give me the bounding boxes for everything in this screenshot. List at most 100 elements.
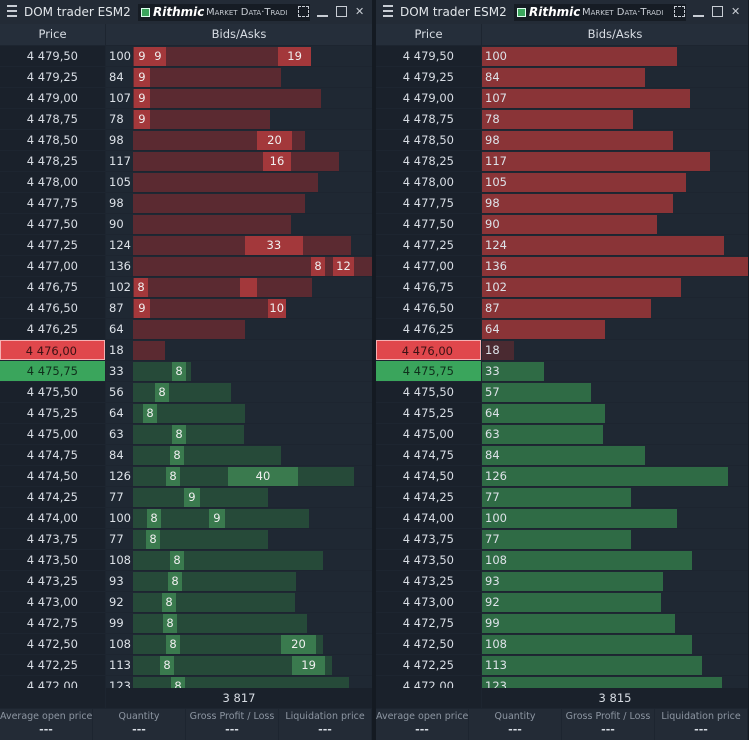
size-label: 33 <box>485 364 500 378</box>
size-bar <box>133 47 309 66</box>
stat-value: --- <box>39 723 53 736</box>
price-cell: 4 476,25 <box>376 319 481 339</box>
trade-volume: 9 <box>184 488 200 507</box>
close-button[interactable]: ✕ <box>355 6 365 17</box>
price-cell: 4 472,25 <box>376 655 481 675</box>
price-cell: 4 474,75 <box>0 445 105 465</box>
size-label: 78 <box>109 112 124 126</box>
size-bar <box>133 89 322 108</box>
size-label: 124 <box>485 238 507 252</box>
size-label: 87 <box>485 301 500 315</box>
bids-asks-cell: 113 8 19 <box>106 655 372 675</box>
minimize-button[interactable] <box>317 6 328 17</box>
minimize-button[interactable] <box>693 6 704 17</box>
expand-button[interactable] <box>674 6 685 17</box>
trade-volume: 8 <box>171 677 185 688</box>
price-cell: 4 476,50 <box>376 298 481 318</box>
size-bar <box>482 467 729 486</box>
price-cell: 4 472,50 <box>376 634 481 654</box>
price-cell: 4 476,25 <box>0 319 105 339</box>
bids-asks-cell: 98 <box>482 193 748 213</box>
size-label: 108 <box>485 637 507 651</box>
menu-button[interactable] <box>7 5 17 17</box>
price-cell: 4 477,75 <box>0 193 105 213</box>
bids-asks-cell: 98 <box>482 130 748 150</box>
bids-asks-cell: 99 <box>482 613 748 633</box>
trade-volume: 8 <box>147 509 161 528</box>
price-cell: 4 478,00 <box>376 172 481 192</box>
size-bar <box>133 152 339 171</box>
price-cell: 4 472,00 <box>376 676 481 688</box>
maximize-button[interactable] <box>712 6 723 17</box>
size-label: 56 <box>109 385 124 399</box>
brand-icon <box>517 8 526 17</box>
stat-label: Average open price <box>376 711 468 722</box>
price-cell: 4 479,50 <box>376 46 481 66</box>
bids-asks-cell: 105 <box>482 172 748 192</box>
trade-volume: 12 <box>333 257 354 276</box>
bids-asks-cell: 117 <box>482 151 748 171</box>
trade-volume: 19 <box>292 656 326 675</box>
trade-volume: 40 <box>228 467 298 486</box>
size-bar <box>482 383 592 402</box>
connection-badge[interactable]: Rithmic Market Data·Tradi <box>138 4 310 21</box>
close-button[interactable]: ✕ <box>731 6 741 17</box>
price-cell: 4 473,75 <box>0 529 105 549</box>
size-bar <box>482 635 693 654</box>
size-label: 102 <box>485 280 507 294</box>
price-cell: 4 475,50 <box>0 382 105 402</box>
size-label: 77 <box>109 490 124 504</box>
menu-button-mid <box>7 10 17 12</box>
trade-volume: 19 <box>278 47 312 66</box>
size-bar <box>133 551 323 570</box>
size-label: 107 <box>109 91 131 105</box>
price-cell: 4 473,00 <box>0 592 105 612</box>
size-label: 100 <box>485 49 507 63</box>
price-cell: 4 478,25 <box>0 151 105 171</box>
title-bar: DOM trader ESM2 Rithmic Market Data·Tradi ✕ <box>0 0 372 24</box>
size-bar <box>133 320 246 339</box>
price-cell: 4 477,25 <box>376 235 481 255</box>
price-cell: 4 472,75 <box>0 613 105 633</box>
size-label: 78 <box>485 112 500 126</box>
bids-asks-header: Bids/Asks <box>106 24 372 45</box>
bids-asks-cell: 90 <box>106 214 372 234</box>
size-bar <box>482 677 723 688</box>
size-bar <box>482 488 631 507</box>
size-label: 99 <box>485 616 500 630</box>
trade-volume: 33 <box>245 236 303 255</box>
connection: Market Data·Tradi <box>582 7 664 18</box>
bids-asks-cell: 84 9 <box>106 67 372 87</box>
trade-volume: 16 <box>263 152 291 171</box>
size-bar <box>133 446 281 465</box>
position-stat: Average open price --- <box>376 709 468 740</box>
trade-volume: 8 <box>166 635 180 654</box>
size-label: 113 <box>109 658 131 672</box>
trade-volume: 20 <box>257 131 292 150</box>
size-bar <box>133 278 313 297</box>
stat-label: Gross Profit / Loss <box>565 711 651 722</box>
bids-asks-cell: 100 9 9 19 <box>106 46 372 66</box>
trade-volume: 8 <box>168 572 182 591</box>
maximize-button[interactable] <box>336 6 347 17</box>
size-label: 33 <box>109 364 124 378</box>
price-cell: 4 474,75 <box>376 445 481 465</box>
size-label: 136 <box>109 259 131 273</box>
size-bar <box>482 572 663 591</box>
size-label: 117 <box>485 154 507 168</box>
expand-button[interactable] <box>298 6 309 17</box>
bids-asks-cell: 84 <box>482 445 748 465</box>
size-label: 98 <box>485 133 500 147</box>
bids-asks-cell: 102 <box>482 277 748 297</box>
connection-badge[interactable]: Rithmic Market Data·Tradi <box>514 4 686 21</box>
trade-volume: 9 <box>134 47 150 66</box>
bids-asks-cell: 108 <box>482 634 748 654</box>
bids-asks-cell: 98 20 <box>106 130 372 150</box>
size-label: 77 <box>485 490 500 504</box>
menu-button[interactable] <box>383 5 393 17</box>
price-cell: 4 475,75 <box>0 361 105 381</box>
size-label: 18 <box>485 343 500 357</box>
size-label: 123 <box>485 679 507 688</box>
trade-volume: 8 <box>162 593 176 612</box>
